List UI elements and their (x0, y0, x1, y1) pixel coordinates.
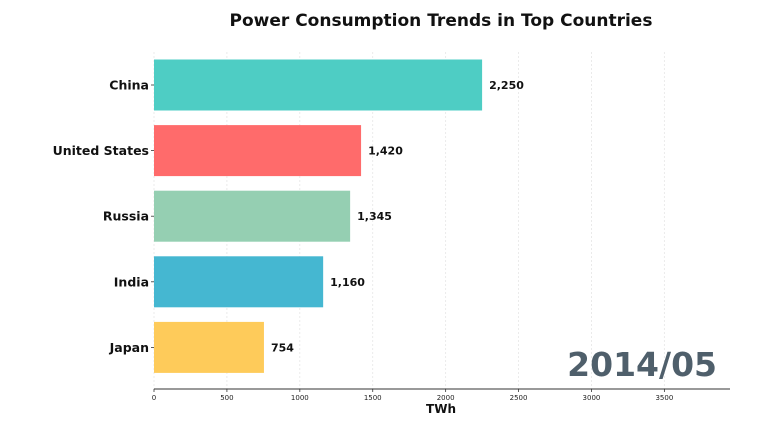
bar (154, 125, 362, 177)
bars: China 2,250 United States 1,420 Russia 1,345 I… (53, 59, 524, 373)
period-label: 2014/05 (567, 345, 717, 384)
value-label: 1,160 (330, 276, 365, 289)
category-label: Japan (109, 340, 149, 355)
x-tick-label: 3500 (655, 394, 673, 402)
category-label: India (114, 274, 149, 289)
x-tick-label: 1500 (364, 394, 382, 402)
bar (154, 59, 483, 111)
x-tick-label: 3000 (583, 394, 601, 402)
value-label: 754 (271, 341, 294, 354)
x-axis-ticks: 0 500 1000 1500 2000 2500 3000 3500 (152, 389, 673, 402)
x-tick-label: 500 (220, 394, 233, 402)
x-tick-label: 1000 (291, 394, 309, 402)
bar (154, 321, 264, 373)
bar (154, 190, 351, 242)
category-label: Russia (103, 209, 149, 224)
x-axis-title: TWh (426, 402, 456, 416)
value-label: 2,250 (489, 79, 524, 92)
value-label: 1,420 (368, 145, 403, 158)
category-label: United States (53, 143, 149, 158)
x-tick-label: 2000 (437, 394, 455, 402)
bar (154, 256, 324, 308)
chart-title: Power Consumption Trends in Top Countrie… (230, 11, 653, 31)
x-tick-label: 0 (152, 394, 156, 402)
category-label: China (109, 78, 149, 93)
x-tick-label: 2500 (510, 394, 528, 402)
value-label: 1,345 (357, 210, 392, 223)
